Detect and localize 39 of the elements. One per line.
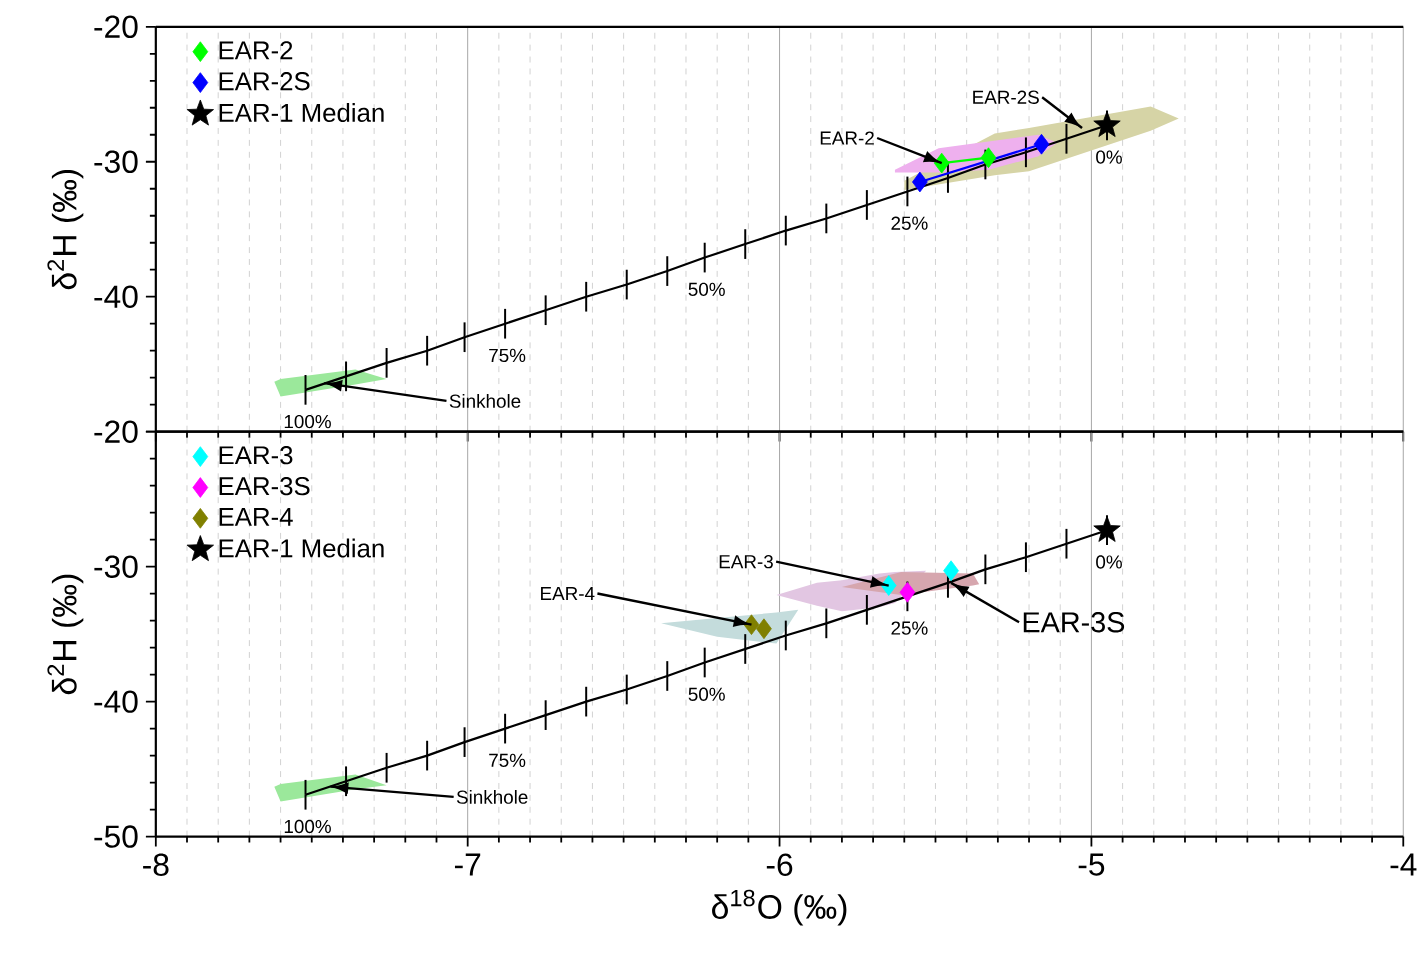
- annotation: Sinkhole: [449, 394, 521, 409]
- x-tick-label: -4: [1390, 853, 1417, 876]
- x-tick-label: -5: [1078, 853, 1105, 876]
- annotation: 100%: [284, 415, 331, 429]
- annotation: EAR-2S: [973, 90, 1039, 105]
- y-tick-label: -20: [94, 420, 138, 444]
- annotation: 0%: [1096, 555, 1122, 569]
- annotation: 25%: [891, 621, 928, 636]
- y-tick-label: -40: [94, 690, 138, 714]
- annotation: EAR-4: [541, 587, 595, 601]
- x-tick-label: -7: [454, 853, 481, 876]
- annotation: 50%: [688, 282, 725, 297]
- legend-label: EAR-1 Median: [219, 103, 384, 123]
- legend-label: EAR-2S: [219, 72, 310, 91]
- annotation: 75%: [489, 349, 526, 363]
- y-tick-label: -30: [94, 555, 138, 579]
- legend-label: EAR-2: [219, 41, 293, 60]
- y-tick-label: -30: [94, 150, 138, 174]
- annotation: EAR-3S: [1023, 612, 1125, 633]
- y-tick-label: -40: [94, 285, 138, 309]
- annotation: 100%: [284, 820, 331, 834]
- legend-label: EAR-3S: [219, 477, 310, 496]
- x-tick-label: -6: [766, 853, 793, 877]
- x-tick-label: -8: [143, 853, 169, 877]
- x-axis-title: δ$^{18}$O (‰): [712, 889, 847, 926]
- annotation: 75%: [489, 753, 526, 768]
- legend-label: EAR-3: [219, 446, 293, 465]
- annotation: 25%: [891, 216, 928, 231]
- annotation: 50%: [688, 687, 725, 702]
- y-tick-label: -50: [94, 825, 138, 849]
- annotation: EAR-2: [820, 131, 874, 145]
- annotation: EAR-3: [719, 555, 773, 569]
- legend-label: EAR-4: [219, 508, 293, 526]
- y-axis-title: δ$^{2}$H (‰): [47, 575, 84, 695]
- y-tick-label: -20: [94, 15, 138, 39]
- annotation: Sinkhole: [456, 790, 528, 805]
- annotation: 0%: [1096, 150, 1122, 164]
- y-axis-title: δ$^{2}$H (‰): [47, 170, 84, 290]
- legend-label: EAR-1 Median: [219, 538, 384, 558]
